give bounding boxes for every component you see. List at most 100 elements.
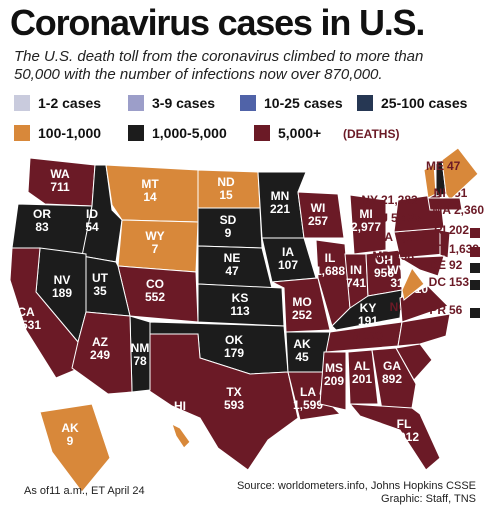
state-deaths: 189 [52, 286, 72, 300]
state-shape [171, 423, 191, 449]
legend-label: 10-25 cases [264, 95, 343, 111]
state-deaths: 552 [145, 290, 165, 304]
state-abbr: MS [325, 361, 343, 375]
state-deaths: 257 [308, 214, 328, 228]
state-abbr: VT [403, 154, 419, 168]
state-shape [297, 191, 345, 239]
state-abbr: FL [397, 417, 412, 431]
state-deaths: 15 [219, 188, 233, 202]
state-deaths: 1,012 [389, 430, 419, 444]
title: Coronavirus cases in U.S. [10, 2, 425, 43]
state-deaths: 31 [390, 276, 404, 290]
state-deaths: 249 [90, 348, 110, 362]
legend-label: 1-2 cases [38, 95, 101, 111]
state-abbr: MN [271, 189, 290, 203]
state-deaths: 83 [35, 220, 49, 234]
legend-swatch [240, 95, 256, 111]
state-marker [470, 280, 480, 290]
state-shape [348, 403, 441, 471]
state-deaths: 179 [224, 346, 244, 360]
state-abbr: MA [432, 203, 451, 217]
state-abbr: HI [174, 399, 186, 413]
state-abbr: AK [61, 421, 79, 435]
state-deaths: 170 [363, 329, 383, 343]
state-abbr: WV [387, 263, 406, 277]
state-abbr: CT [430, 242, 447, 256]
state-deaths: 153 [449, 275, 469, 289]
state-abbr: KS [232, 291, 249, 305]
state-shape [398, 255, 445, 277]
state-shape [439, 229, 451, 259]
state-abbr: OH [375, 253, 393, 267]
state-deaths: 12 [173, 412, 187, 426]
state-abbr: CA [17, 305, 35, 319]
state-deaths: 7 [152, 242, 159, 256]
state-deaths: 741 [346, 276, 366, 290]
state-abbr: AZ [92, 335, 108, 349]
state-shape [441, 147, 479, 201]
state-abbr: NV [54, 273, 71, 287]
state-abbr: AK [293, 337, 311, 351]
state-deaths: 78 [133, 354, 147, 368]
state-abbr: IN [350, 263, 362, 277]
legend-swatch [14, 125, 30, 141]
subtitle: The U.S. death toll from the coronavirus… [14, 48, 424, 83]
legend-swatch [357, 95, 373, 111]
state-abbr: MO [292, 295, 311, 309]
legend-swatch [128, 125, 144, 141]
state-deaths: 56 [449, 303, 463, 317]
state-shape [270, 277, 331, 333]
state-deaths: 92 [449, 258, 463, 272]
state-abbr: DC [429, 275, 447, 289]
state-abbr: GA [383, 359, 401, 373]
state-shape [399, 285, 449, 323]
state-deaths: 798 [394, 249, 414, 263]
state-abbr: PA [377, 230, 393, 244]
state-shape [39, 403, 111, 493]
state-deaths: 201 [352, 372, 372, 386]
state-deaths: 191 [358, 314, 378, 328]
state-abbr: LA [300, 385, 316, 399]
state-deaths: 2,360 [454, 203, 484, 217]
legend-note: (DEATHS) [343, 127, 399, 141]
state-abbr: CO [146, 277, 164, 291]
footer-source: Source: worldometers.info, Johns Hopkins… [237, 480, 476, 492]
state-abbr: DE [429, 258, 446, 272]
state-abbr: UT [92, 271, 109, 285]
state-deaths: 44 [404, 167, 418, 181]
state-shape [347, 349, 379, 405]
state-abbr: RI [434, 223, 446, 237]
state-deaths: 1,685 [396, 230, 426, 244]
state-shape [349, 194, 387, 255]
state-abbr: WA [50, 167, 70, 181]
state-deaths: 956 [374, 266, 394, 280]
legend-label: 100-1,000 [38, 125, 101, 141]
legend-swatch [128, 95, 144, 111]
state-deaths: 1,599 [293, 398, 323, 412]
state-shape [11, 203, 93, 255]
state-deaths: 892 [382, 372, 402, 386]
state-abbr: SD [220, 213, 237, 227]
state-deaths: 47 [225, 264, 239, 278]
state-deaths: 252 [292, 308, 312, 322]
state-abbr: TX [226, 385, 241, 399]
state-deaths: 1,639 [449, 242, 479, 256]
state-deaths: 202 [449, 223, 469, 237]
state-abbr: NE [224, 251, 241, 265]
state-deaths: 9 [67, 434, 74, 448]
state-abbr: IA [282, 245, 294, 259]
state-shape [71, 311, 133, 395]
legend-label: 3-9 cases [152, 95, 215, 111]
legend-label: 25-100 cases [381, 95, 468, 111]
state-deaths: 35 [93, 284, 107, 298]
state-abbr: WI [311, 201, 326, 215]
state-abbr: MI [359, 207, 372, 221]
state-shape [427, 197, 463, 211]
state-deaths: 711 [50, 180, 70, 194]
state-abbr: OR [33, 207, 51, 221]
legend-label: 5,000+ [278, 125, 321, 141]
state-deaths: 45 [295, 350, 309, 364]
state-abbr: AL [354, 359, 370, 373]
